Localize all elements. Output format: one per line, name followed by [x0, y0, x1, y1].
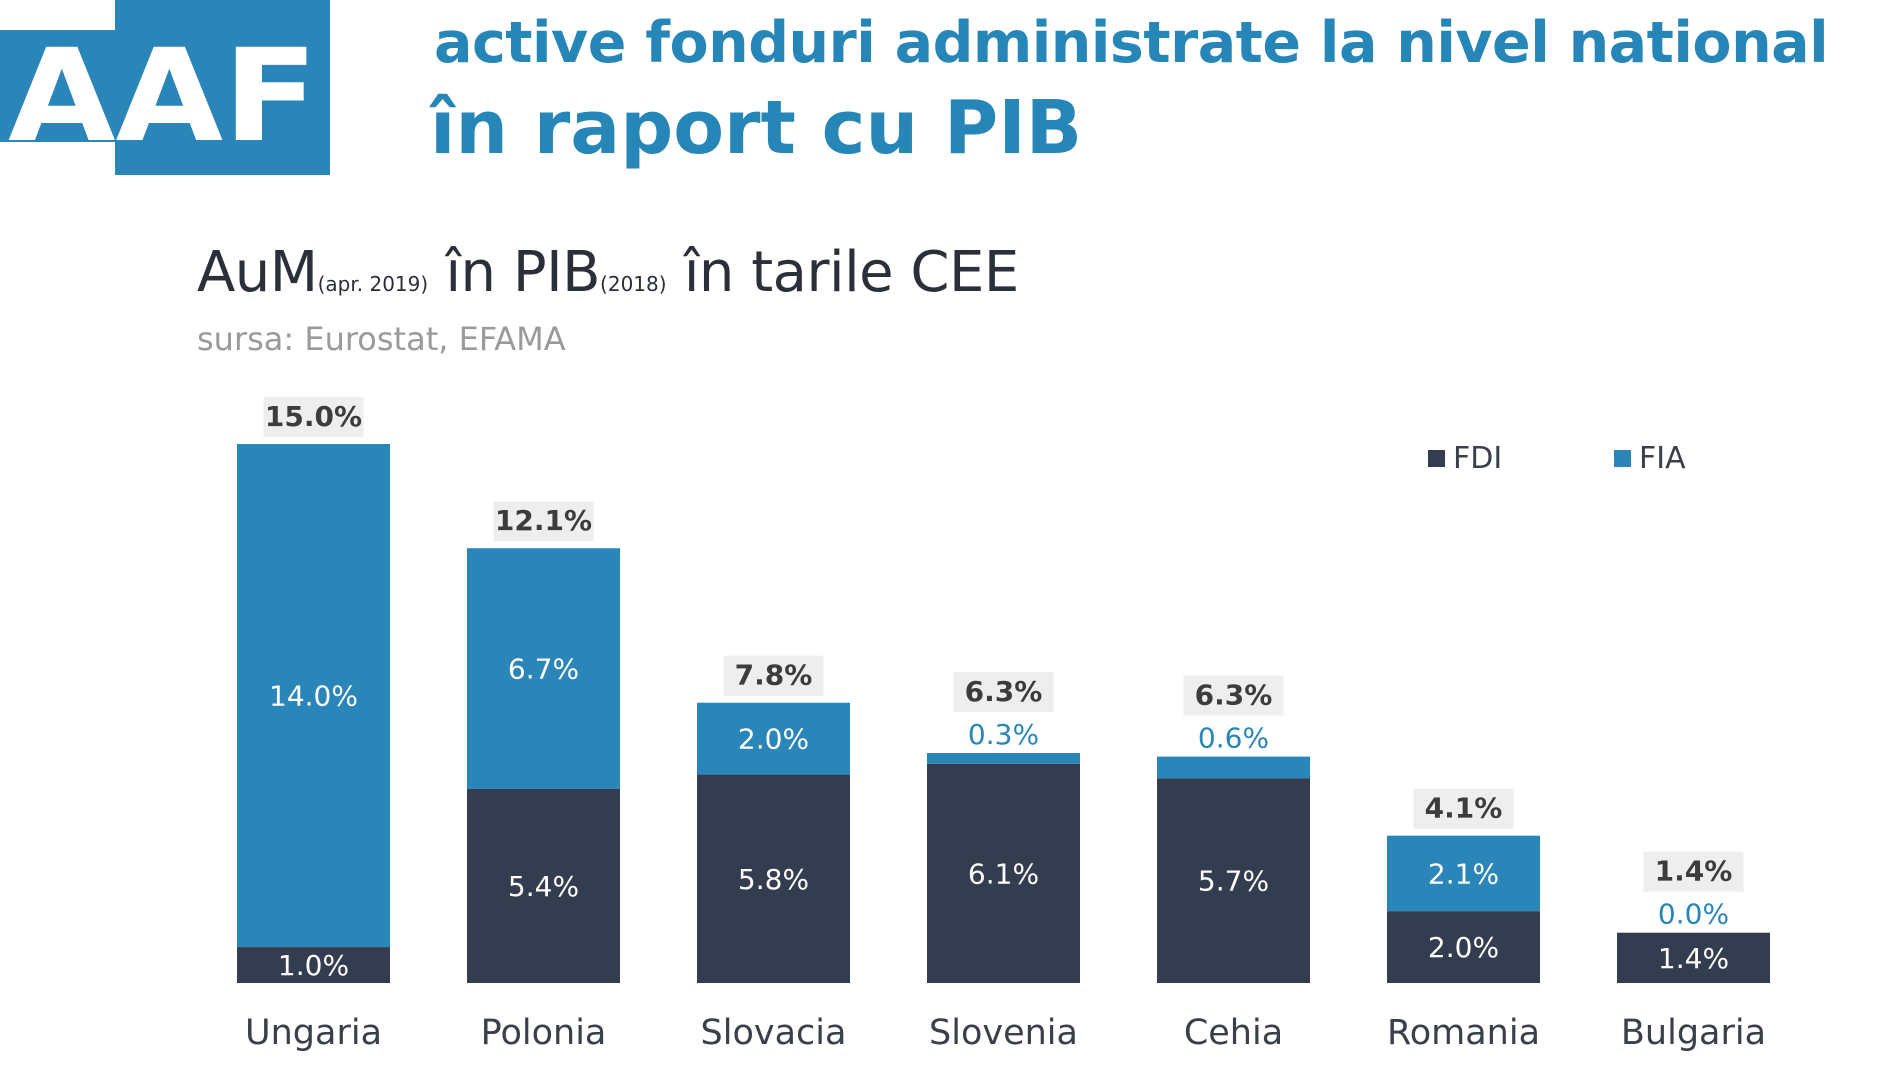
bar-fia — [927, 753, 1080, 764]
total-label: 1.4% — [1655, 855, 1733, 888]
bar-fia — [467, 548, 620, 789]
header-line-1: active fonduri administrate la nivel nat… — [434, 10, 1829, 76]
data-label-fdi: 5.8% — [738, 863, 809, 896]
chart-title-part1-sub: (apr. 2019) — [317, 272, 429, 296]
total-label-box — [493, 501, 594, 542]
data-label-fdi: 6.1% — [968, 857, 1039, 890]
total-label: 4.1% — [1425, 792, 1503, 825]
aaf-logo: AAF — [0, 0, 330, 175]
aaf-logo-text: AAF — [8, 22, 318, 171]
chart-title: AuM(apr. 2019) în PIB(2018) în tarile CE… — [197, 240, 1019, 305]
bar-fdi — [927, 763, 1080, 983]
bar-fia — [1157, 756, 1310, 779]
chart-title-part2-sub: (2018) — [600, 272, 667, 296]
total-label-box — [1183, 675, 1284, 716]
legend-label-fia: FIA — [1639, 441, 1686, 476]
legend-swatch-fdi — [1428, 450, 1445, 467]
data-label-fia: 2.0% — [738, 723, 809, 756]
bar-fdi — [237, 947, 390, 983]
data-label-fia: 2.1% — [1428, 857, 1499, 890]
data-label-fdi: 2.0% — [1428, 931, 1499, 964]
total-label-box — [263, 397, 364, 437]
total-label-box — [1413, 788, 1514, 829]
chart-title-part1: AuM — [197, 240, 318, 305]
category-label: Romania — [1387, 1013, 1540, 1053]
bar-fdi — [1157, 778, 1310, 983]
legend-item-fdi: FDI — [1428, 441, 1502, 476]
legend-swatch-fia — [1614, 450, 1631, 467]
bar-fdi — [467, 788, 620, 983]
chart-title-part2: în PIB — [428, 240, 601, 305]
total-label-box — [1643, 851, 1744, 892]
category-label: Polonia — [481, 1013, 607, 1053]
data-label-fdi: 5.4% — [508, 870, 579, 903]
total-label: 6.3% — [965, 675, 1043, 708]
data-label-fia: 0.3% — [968, 718, 1039, 751]
data-label-fia: 0.0% — [1658, 898, 1729, 931]
data-label-fia: 6.7% — [508, 653, 579, 686]
data-label-fdi: 1.4% — [1658, 942, 1729, 975]
data-label-fdi: 1.0% — [278, 949, 349, 982]
bar-fia — [697, 702, 850, 775]
bar-fdi — [1387, 911, 1540, 983]
header-line-2: în raport cu PIB — [430, 85, 1083, 171]
category-label: Cehia — [1184, 1013, 1283, 1053]
total-label: 7.8% — [735, 659, 813, 692]
total-label-box — [723, 655, 824, 696]
category-label: Bulgaria — [1621, 1013, 1766, 1053]
legend-item-fia: FIA — [1614, 441, 1686, 476]
chart-source: sursa: Eurostat, EFAMA — [197, 320, 566, 358]
total-label-box — [953, 672, 1054, 713]
total-label: 12.1% — [495, 504, 592, 537]
bar-fdi — [1617, 932, 1770, 983]
bar-fdi — [697, 774, 850, 983]
category-label: Slovenia — [929, 1013, 1078, 1053]
data-label-fdi: 5.7% — [1198, 865, 1269, 898]
category-label: Ungaria — [245, 1013, 382, 1053]
category-label: Slovacia — [701, 1013, 847, 1053]
legend-label-fdi: FDI — [1453, 441, 1503, 476]
chart-title-part3: în tarile CEE — [666, 240, 1019, 305]
total-label: 6.3% — [1195, 679, 1273, 712]
bar-fia — [1387, 835, 1540, 912]
data-label-fia: 14.0% — [269, 680, 358, 713]
total-label: 15.0% — [265, 400, 362, 433]
bar-fia — [237, 444, 390, 948]
data-label-fia: 0.6% — [1198, 722, 1269, 755]
